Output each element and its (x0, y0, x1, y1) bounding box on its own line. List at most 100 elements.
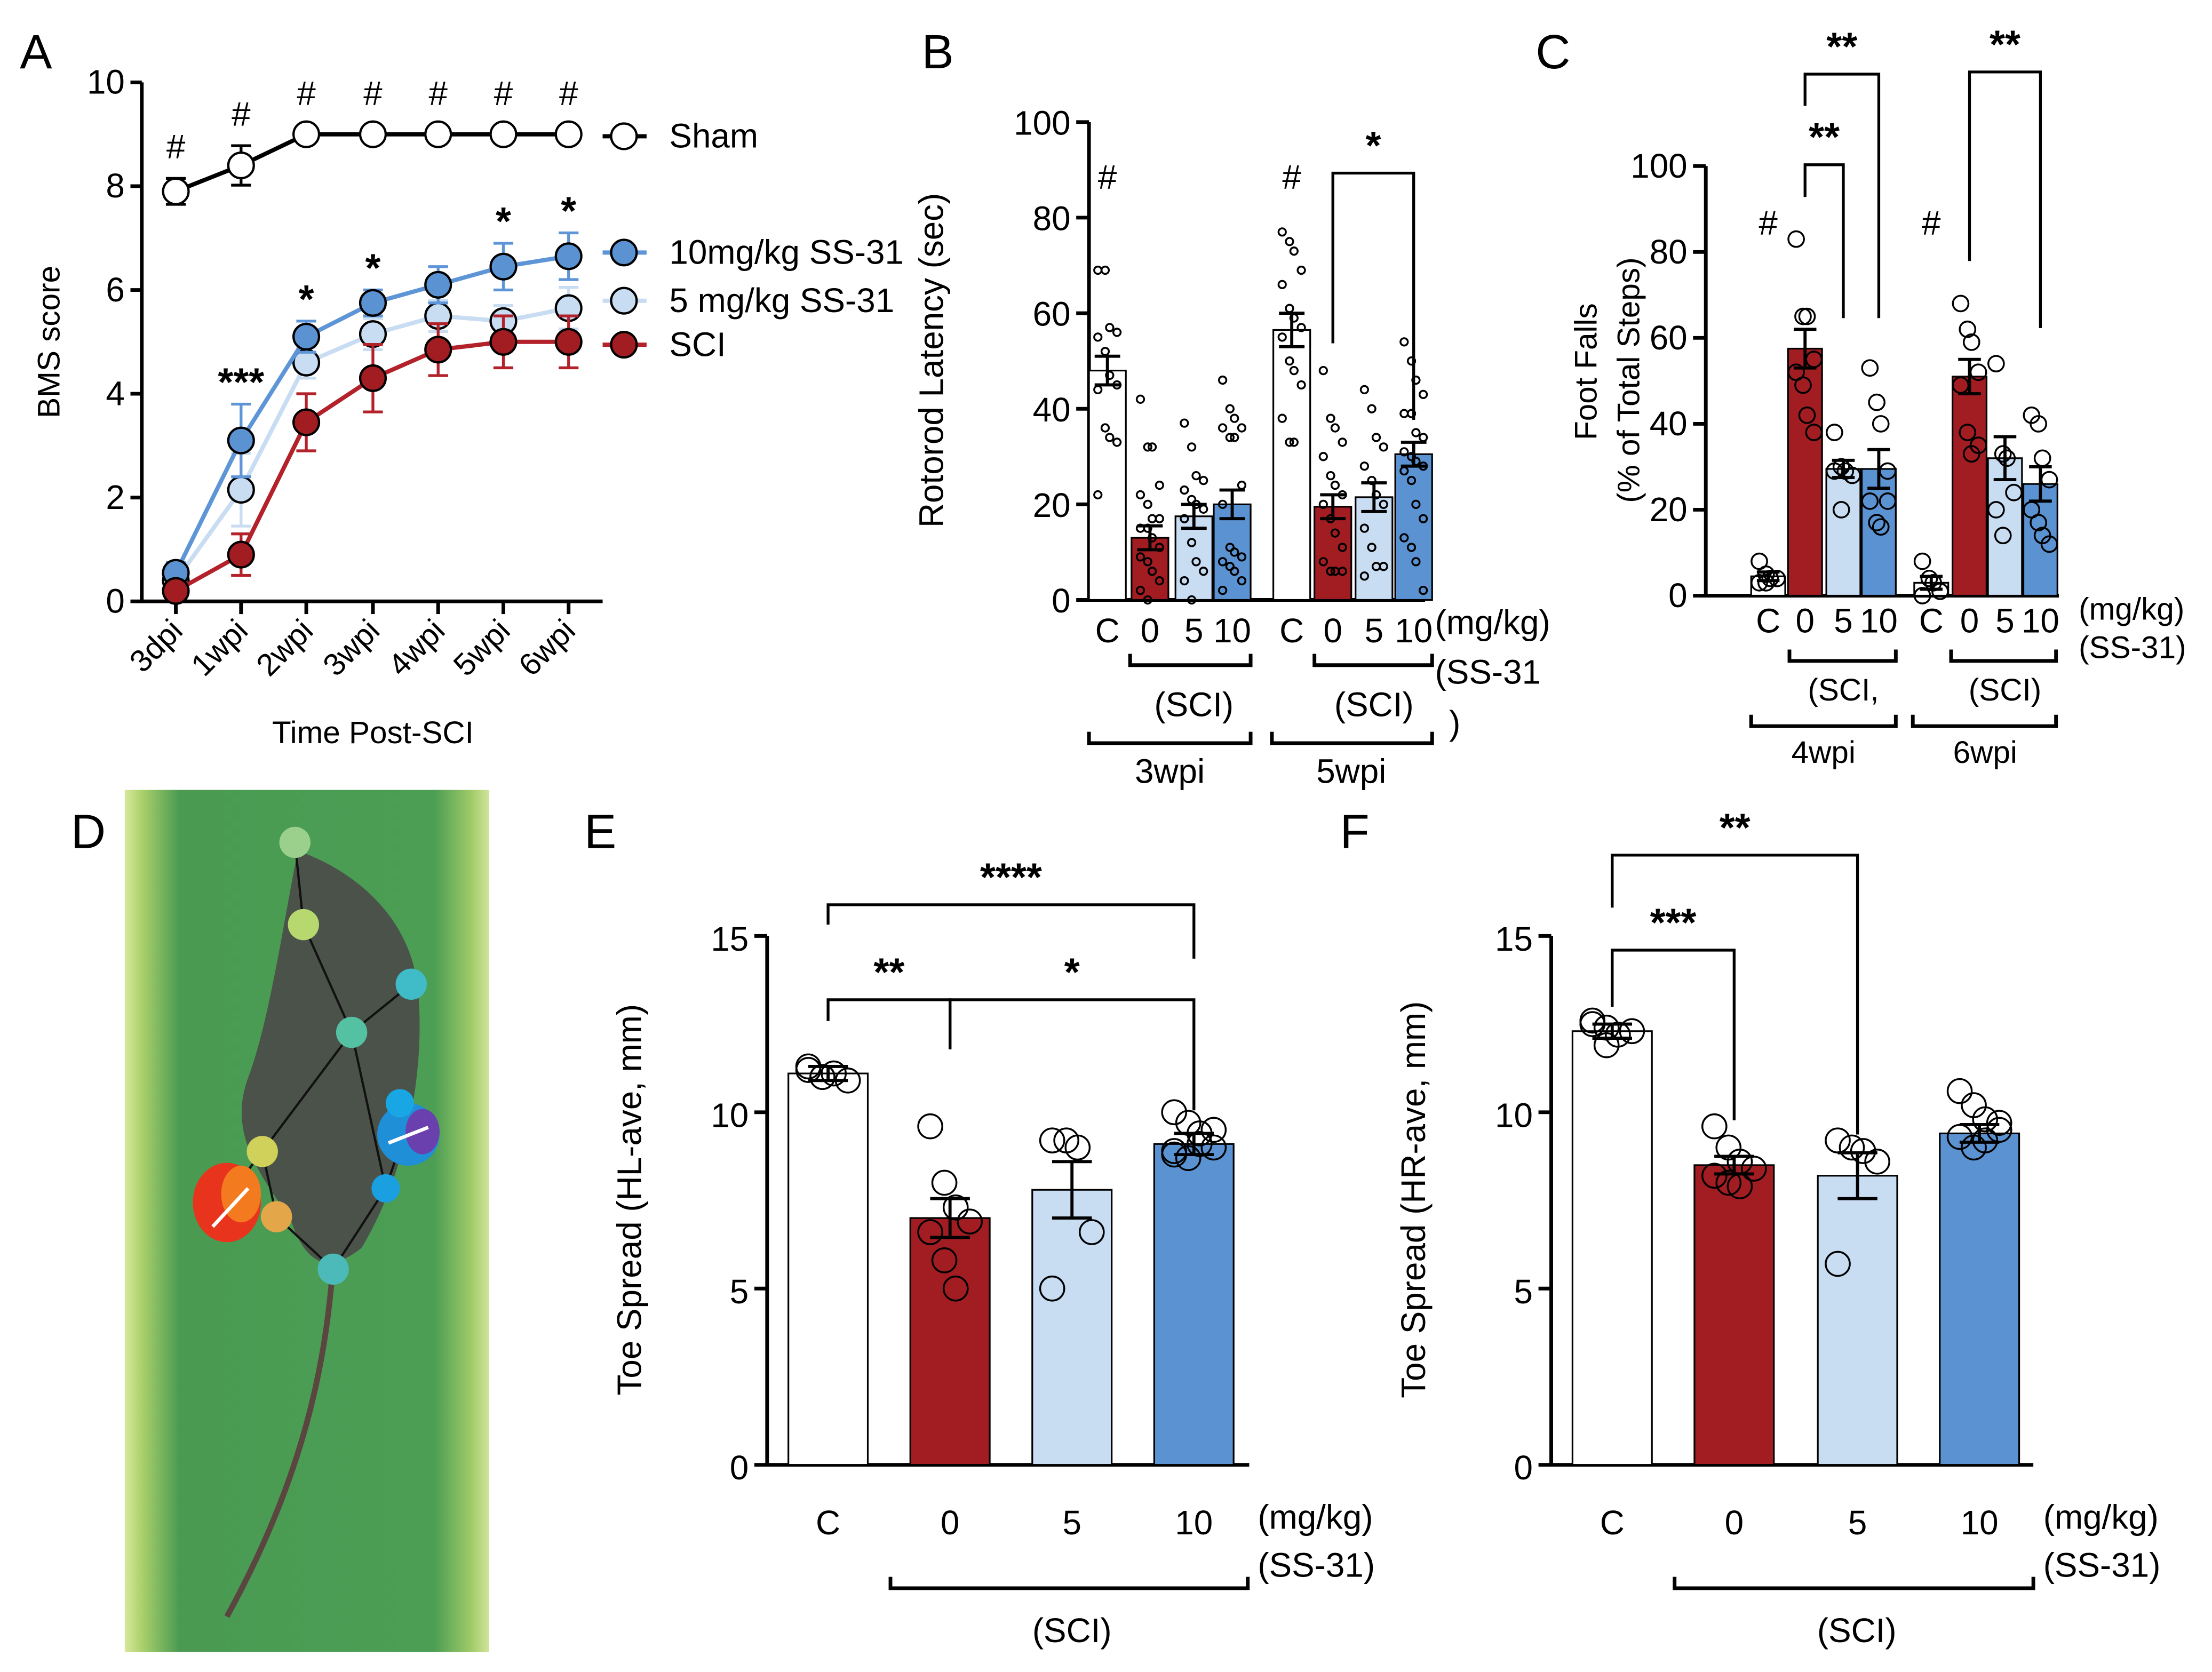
x-category-label: 10 (1175, 1503, 1213, 1542)
group-bracket (1270, 731, 1434, 745)
double-arrow-icon (387, 1126, 429, 1145)
data-point (359, 320, 387, 348)
error-bar (1592, 1022, 1633, 1040)
significance-stars: *** (1650, 900, 1697, 944)
data-point (1143, 442, 1152, 452)
legend-marker (610, 286, 638, 315)
x-category-label: 0 (1796, 602, 1815, 640)
data-point (1338, 543, 1347, 552)
data-point (292, 323, 321, 351)
x-category-label: 10 (1961, 1503, 1999, 1542)
data-point (1931, 583, 1949, 600)
data-point (1180, 485, 1189, 495)
data-point (917, 1219, 943, 1245)
hash-annotation: # (297, 74, 316, 113)
y-tick-label: 10 (87, 63, 125, 101)
bar-group (1913, 552, 1950, 604)
x-axis-label: Time Post-SCI (272, 715, 474, 750)
data-point (1794, 307, 1812, 325)
data-point (1913, 552, 1931, 570)
data-point (1200, 1134, 1227, 1161)
data-point (1285, 237, 1294, 246)
data-point (1230, 547, 1239, 557)
data-point (1326, 567, 1335, 576)
data-point (1371, 433, 1381, 442)
data-point (292, 120, 321, 148)
data-point (1825, 1127, 1851, 1153)
x-category-label: 10 (1860, 602, 1898, 640)
data-point (554, 328, 583, 356)
data-point (1093, 490, 1103, 500)
data-point (1112, 328, 1122, 337)
bar (1394, 453, 1433, 601)
data-point (1318, 365, 1328, 376)
y-tick-label: 80 (1033, 200, 1071, 238)
bar-group (1314, 365, 1352, 601)
significance-bracket (826, 903, 1196, 959)
bar (1939, 1132, 2020, 1466)
group-bracket (1749, 714, 1898, 728)
data-point (1367, 543, 1376, 552)
hash-annotation: # (166, 128, 186, 166)
mouse-footprint-photo (124, 790, 489, 1652)
significance-bracket (1968, 70, 2042, 328)
data-point (1379, 499, 1388, 509)
data-point (1338, 567, 1347, 576)
data-point (1289, 246, 1299, 256)
data-point (1187, 595, 1197, 605)
data-point (1161, 1099, 1188, 1126)
data-point (1100, 265, 1110, 275)
x-category-label: 0 (1141, 611, 1159, 650)
hash-annotation: # (363, 74, 383, 113)
data-point (1218, 585, 1228, 595)
bar (1088, 369, 1127, 601)
y-tick-label: 4 (106, 374, 124, 412)
data-point (1180, 514, 1189, 523)
error-bar (1320, 493, 1346, 521)
data-point (1861, 359, 1879, 377)
bar (1825, 468, 1861, 597)
group-bracket (888, 1577, 1250, 1590)
data-point (1715, 1169, 1742, 1196)
y-tick-label: 0 (1052, 582, 1070, 620)
significance-stars: *** (218, 360, 264, 404)
y-tick-label: 100 (1014, 103, 1070, 142)
data-point (1135, 585, 1145, 595)
timepoint-label: 3wpi (1135, 752, 1205, 790)
data-point (1093, 265, 1103, 275)
data-point (1318, 557, 1328, 567)
data-point (1872, 415, 1890, 433)
significance-stars: * (1064, 950, 1080, 994)
x-category-label: C (1279, 611, 1304, 650)
significance-stars: ** (1990, 22, 2020, 66)
chart-b (1076, 120, 1434, 745)
legend-marker (610, 238, 638, 267)
data-point (1191, 471, 1201, 481)
x-tick-label: 6wpi (512, 613, 582, 683)
data-point (227, 475, 255, 504)
error-bar (1958, 357, 1981, 395)
data-point (1135, 552, 1145, 562)
data-point (2005, 483, 2023, 501)
y-axis-label: Foot Falls (1569, 303, 1604, 440)
bar (1693, 1164, 1775, 1466)
error-bar (1714, 1155, 1754, 1176)
x-tick-label: 1wpi (185, 613, 254, 683)
data-point (1105, 323, 1115, 332)
panel-label-d: D (71, 805, 106, 859)
x-category-label: 0 (1725, 1503, 1744, 1542)
bar (909, 1217, 991, 1466)
group-bracket (1787, 649, 1898, 663)
data-point (1359, 571, 1370, 581)
data-point (1406, 475, 1417, 485)
panel-label-a: A (20, 25, 52, 79)
data-point (1225, 404, 1235, 413)
data-point (1318, 499, 1328, 509)
series-sham (162, 120, 583, 206)
hindpaw-left-heatmap (193, 1163, 261, 1243)
bar-group (1272, 227, 1311, 601)
data-point (227, 152, 255, 180)
data-point (1805, 424, 1823, 441)
data-point (1868, 393, 1886, 411)
data-point (1832, 501, 1850, 519)
